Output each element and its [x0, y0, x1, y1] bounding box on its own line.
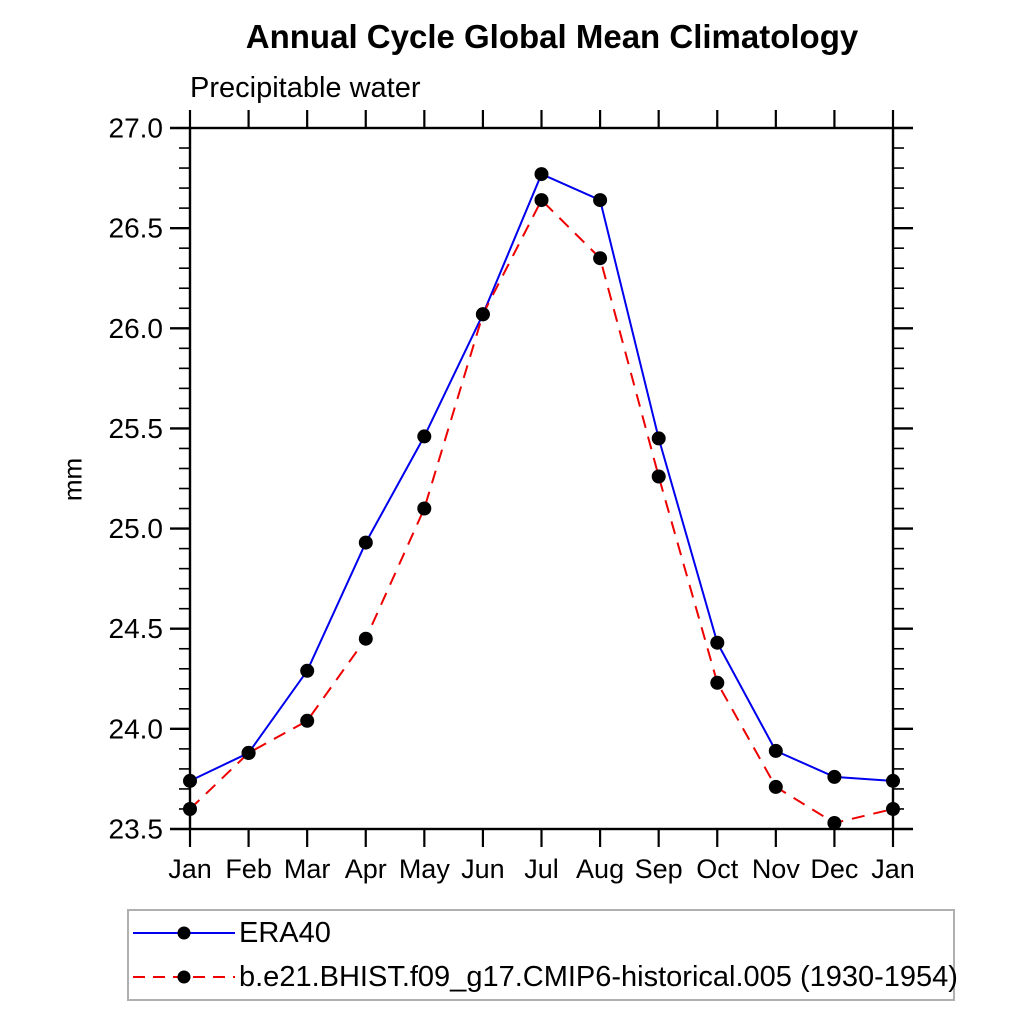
data-point-marker [886, 802, 900, 816]
y-tick-label: 24.0 [109, 713, 164, 744]
legend-item-model: b.e21.BHIST.f09_g17.CMIP6-historical.005… [131, 955, 958, 999]
data-point-marker [710, 675, 725, 690]
series-markers-1 [183, 193, 900, 830]
data-point-marker [827, 769, 842, 784]
x-tick-label: Jan [871, 854, 915, 884]
data-point-marker [710, 635, 725, 650]
legend-label-model: b.e21.BHIST.f09_g17.CMIP6-historical.005… [239, 960, 958, 993]
legend-item-era40: ERA40 [131, 911, 953, 955]
data-point-marker [827, 816, 842, 830]
data-point-marker [241, 745, 256, 760]
y-tick-label: 27.0 [109, 113, 164, 144]
data-point-marker [593, 193, 608, 208]
data-point-marker [417, 429, 432, 444]
y-tick-label: 25.5 [109, 413, 164, 444]
series-line-1 [189, 198, 894, 825]
x-tick-label: May [399, 854, 451, 884]
plot-frame [188, 126, 895, 831]
legend-line-sample-dashed [133, 970, 235, 984]
data-point-marker [768, 743, 783, 758]
x-axis-ticks: Jan Feb Mar Apr May Jun Jul Aug Sep Oct Nov Dec Jan [168, 110, 915, 884]
data-point-marker [300, 713, 315, 728]
x-tick-label: Mar [284, 854, 331, 884]
y-tick-label: 24.5 [109, 613, 164, 644]
x-tick-label: Apr [345, 854, 387, 884]
chart-title: Annual Cycle Global Mean Climatology [245, 18, 859, 55]
legend: ERA40 b.e21.BHIST.f09_g17.CMIP6-historic… [127, 909, 958, 1001]
data-point-marker [358, 631, 373, 646]
data-point-marker [300, 663, 315, 678]
x-tick-label: Nov [752, 854, 801, 884]
y-tick-label: 26.5 [109, 213, 164, 244]
legend-line-sample-solid [133, 926, 235, 940]
legend-marker-dot [177, 926, 191, 940]
y-tick-label: 26.0 [109, 313, 164, 344]
y-axis-ticks: 23.5 24.0 24.5 25.0 25.5 26.0 26.5 27.0 [109, 113, 913, 845]
x-tick-label: Sep [635, 854, 683, 884]
data-point-marker [534, 167, 549, 182]
data-point-marker [183, 773, 197, 788]
data-point-marker [593, 251, 608, 266]
data-point-marker [651, 431, 666, 446]
x-tick-label: Oct [696, 854, 739, 884]
x-tick-label: Dec [810, 854, 858, 884]
series-line-0 [189, 172, 894, 782]
data-point-marker [768, 779, 783, 794]
data-point-marker [534, 193, 549, 208]
x-tick-label: Jul [524, 854, 559, 884]
chart-subtitle: Precipitable water [190, 72, 421, 104]
x-tick-label: Jan [168, 854, 212, 884]
y-tick-label: 25.0 [109, 513, 164, 544]
legend-label-era40: ERA40 [239, 916, 331, 949]
x-tick-label: Feb [225, 854, 272, 884]
x-tick-label: Aug [576, 854, 624, 884]
data-point-marker [417, 501, 432, 516]
y-tick-label: 23.5 [109, 814, 164, 845]
data-point-marker [886, 773, 900, 788]
data-point-marker [651, 469, 666, 484]
x-tick-label: Jun [461, 854, 505, 884]
data-point-marker [475, 307, 490, 322]
legend-marker-dot [177, 970, 191, 984]
data-point-marker [183, 802, 197, 816]
series-markers-0 [183, 167, 900, 788]
data-point-marker [358, 535, 373, 550]
